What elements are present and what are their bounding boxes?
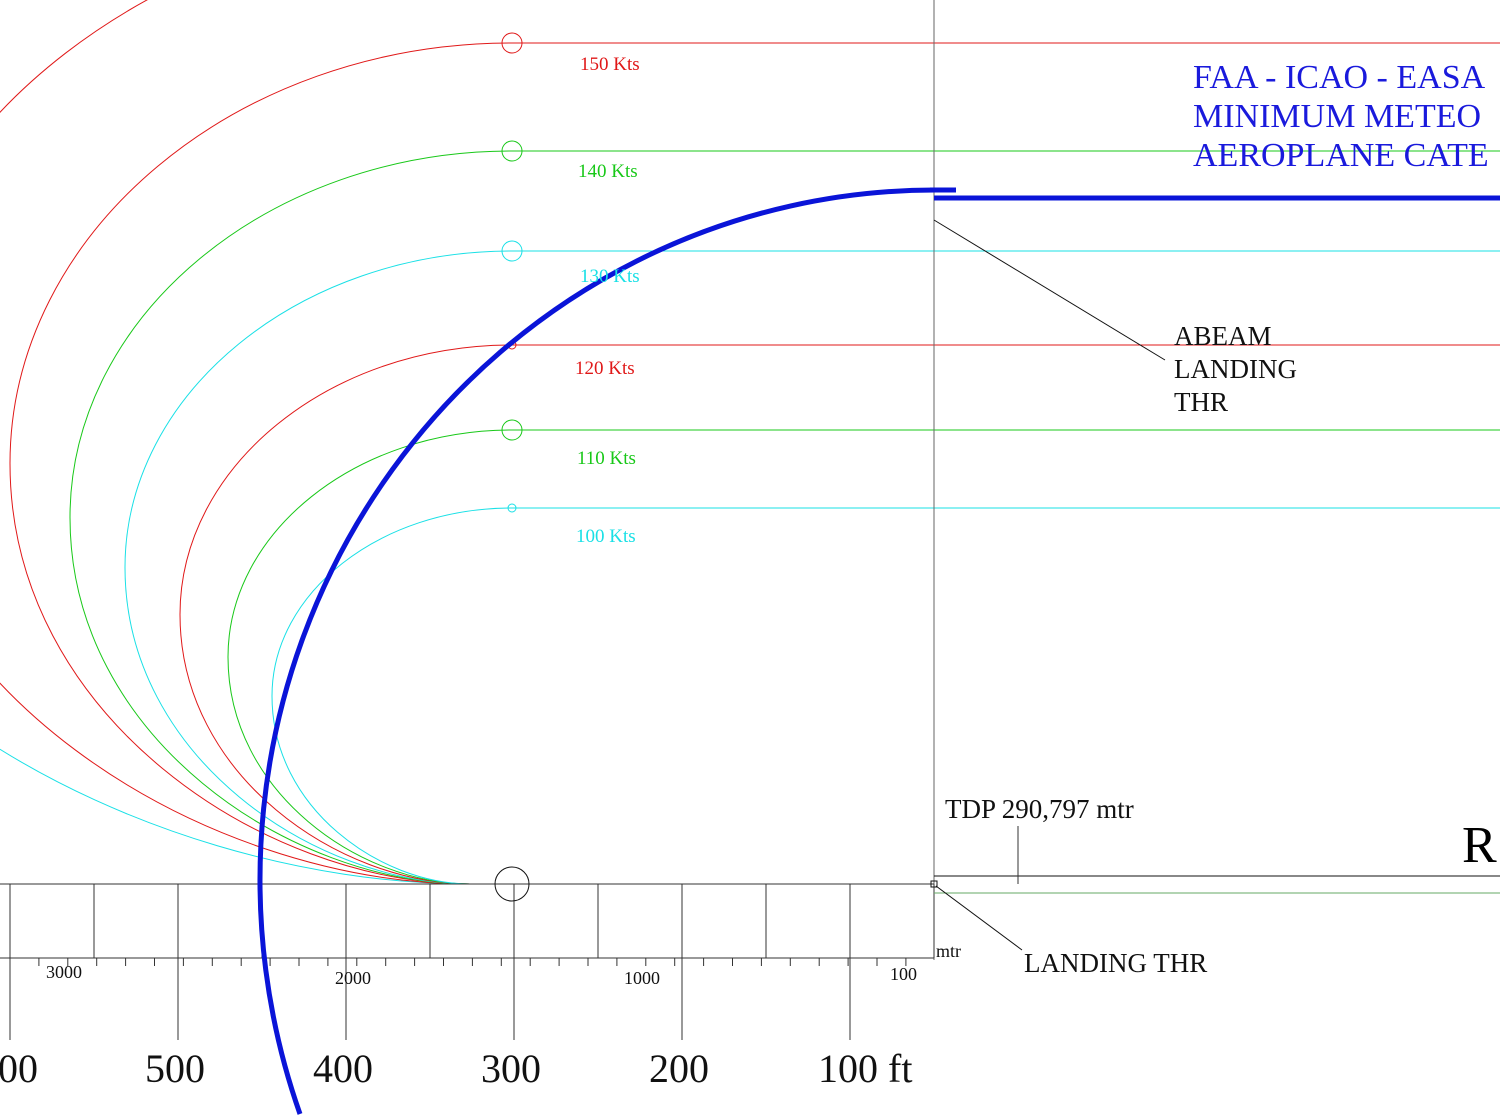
meter-label: 2000: [335, 968, 371, 988]
thr-marker: [930, 880, 938, 888]
feet-label: 00: [0, 1046, 38, 1091]
runway-label: R: [1462, 817, 1497, 874]
speed-label: 130 Kts: [580, 266, 640, 287]
feet-label: 400: [313, 1046, 373, 1091]
meter-label: 100: [890, 964, 917, 984]
turn-curve: [69, 150, 513, 885]
origin-circle: [494, 866, 530, 902]
title-line: AEROPLANE CATE: [1193, 137, 1489, 174]
speed-circle: [501, 140, 523, 162]
speed-circle: [501, 419, 523, 441]
abeam-label: THR: [1174, 387, 1228, 417]
speed-label: 110 Kts: [577, 448, 636, 469]
speed-label: 150 Kts: [580, 54, 640, 75]
meter-label: 1000: [624, 968, 660, 988]
leader: [933, 219, 1166, 361]
feet-label: 200: [649, 1046, 709, 1091]
turn-curve: [0, 0, 471, 885]
approach-arc: [257, 187, 936, 1115]
feet-label: 500: [145, 1046, 205, 1091]
turn-curve: [124, 250, 513, 885]
speed-label: 120 Kts: [575, 358, 635, 379]
title-line: FAA - ICAO - EASA: [1193, 59, 1486, 96]
turn-curve: [0, 748, 471, 885]
tdp-label: TDP 290,797 mtr: [945, 794, 1134, 824]
speed-circle: [507, 503, 517, 513]
speed-label: 140 Kts: [578, 161, 638, 182]
speed-label: 100 Kts: [576, 526, 636, 547]
leader: [935, 885, 1023, 951]
landing-thr-label: LANDING THR: [1024, 948, 1207, 978]
abeam-label: ABEAM: [1174, 321, 1272, 351]
turn-curve: [271, 507, 513, 885]
meter-unit: mtr: [936, 941, 961, 961]
meter-label: 3000: [46, 962, 82, 982]
turn-curve: [227, 429, 513, 885]
title-line: MINIMUM METEO: [1193, 98, 1481, 135]
speed-circle: [501, 32, 523, 54]
feet-label: 100 ft: [818, 1046, 912, 1091]
turn-curve: [179, 344, 513, 885]
feet-label: 300: [481, 1046, 541, 1091]
abeam-label: LANDING: [1174, 354, 1297, 384]
speed-circle: [501, 240, 523, 262]
